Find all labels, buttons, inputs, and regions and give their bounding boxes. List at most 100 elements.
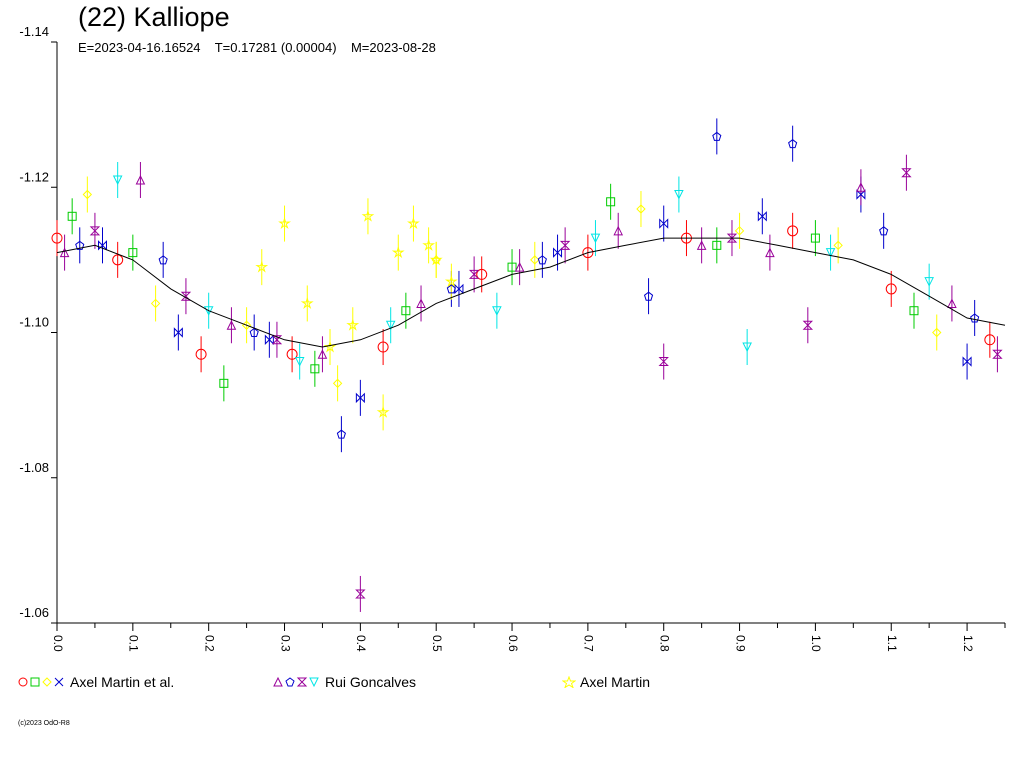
data-points: [51, 131, 1003, 599]
x-tick-label: 1.2: [961, 635, 975, 652]
marker-circle: [582, 247, 594, 259]
marker-hourglass: [468, 269, 480, 279]
x-tick-label: 0.9: [733, 635, 747, 652]
fit-curve: [56, 237, 1006, 348]
marker-square: [909, 306, 919, 316]
marker-triangle: [765, 247, 775, 258]
marker-bowtie: [355, 392, 365, 404]
marker-circle: [286, 348, 298, 360]
marker-pentagon: [158, 255, 168, 265]
marker-star: [407, 216, 420, 229]
marker-triangle: [135, 174, 146, 185]
series-axel-martin: [255, 209, 458, 418]
x-tick-label: 0.4: [354, 635, 368, 652]
marker-star: [255, 260, 269, 273]
marker-bowtie: [962, 356, 972, 367]
x-tick-label: 1.0: [809, 635, 823, 652]
marker-square: [310, 364, 320, 374]
marker-tri-down: [825, 248, 836, 258]
marker-tri-down: [742, 342, 752, 353]
x-tick-label: 1.1: [885, 635, 899, 652]
marker-star: [444, 274, 458, 288]
legend-label: Axel Martin et al.: [70, 674, 175, 690]
marker-diamond: [82, 189, 93, 200]
marker-star: [391, 245, 405, 259]
marker-tri-down: [590, 233, 601, 244]
axes: -1.14 -1.12 -1.10 -1.08 -1.06 0.0 0.1 0.2 0.3 0.4…: [19, 24, 1006, 652]
series-rui-goncalves: [59, 131, 1003, 599]
marker-triangle: [416, 298, 426, 308]
marker-tri-down: [492, 306, 502, 316]
marker-hourglass: [271, 335, 283, 345]
marker-diamond: [636, 204, 646, 214]
marker-triangle: [59, 247, 70, 258]
chart-subtitle: E=2023-04-16.16524 T=0.17281 (0.00004) M…: [78, 40, 436, 55]
marker-tri-down: [203, 306, 214, 316]
marker-tri-down: [385, 320, 396, 331]
marker-tri-down: [294, 357, 305, 367]
x-tick-label: 0.1: [127, 635, 141, 652]
marker-triangle: [856, 182, 866, 192]
marker-tri-down: [674, 190, 684, 200]
marker-diamond: [530, 255, 540, 265]
x-tick-label: 0.8: [658, 635, 672, 652]
marker-pentagon: [446, 284, 456, 294]
marker-star: [346, 318, 360, 331]
marker-hourglass: [355, 589, 366, 599]
marker-pentagon: [249, 327, 259, 337]
marker-diamond: [833, 240, 843, 251]
x-tick-label: 0.5: [430, 635, 444, 652]
marker-star: [300, 296, 314, 309]
marker-square: [67, 211, 77, 221]
marker-star: [422, 238, 436, 251]
fit-curve-line: [56, 237, 1006, 348]
marker-circle: [112, 254, 124, 266]
marker-triangle: [696, 240, 707, 250]
marker-square: [401, 306, 411, 316]
marker-hourglass: [802, 320, 814, 330]
marker-circle: [51, 232, 63, 244]
marker-square: [606, 197, 616, 207]
marker-pentagon: [788, 139, 798, 149]
x-tick-label: 0.2: [203, 635, 217, 652]
marker-pentagon: [336, 429, 346, 439]
legend-item-axel-martin: Axel Martin: [562, 674, 650, 690]
legend-item-axel-martin-et-al: Axel Martin et al.: [18, 674, 174, 690]
marker-pentagon: [879, 226, 889, 236]
marker-pentagon: [75, 240, 85, 250]
marker-tri-down: [112, 175, 123, 186]
marker-circle: [787, 225, 799, 237]
marker-hourglass: [180, 291, 192, 301]
marker-square: [128, 248, 138, 258]
legend-markers-icon: [18, 677, 64, 687]
y-tick-label: -1.14: [19, 24, 49, 39]
y-tick-label: -1.12: [19, 169, 49, 184]
series-axel-martin-et-al-: [51, 189, 996, 404]
marker-star: [376, 405, 390, 418]
lightcurve-plot: -1.14 -1.12 -1.10 -1.08 -1.06 0.0 0.1 0.2 0.3 0.4…: [19, 24, 1006, 652]
marker-triangle: [613, 225, 624, 236]
marker-diamond: [332, 378, 343, 389]
chart-title: (22) Kalliope: [78, 2, 230, 32]
marker-circle: [984, 334, 996, 346]
marker-square: [712, 240, 722, 250]
marker-star: [323, 340, 337, 353]
marker-triangle: [514, 262, 525, 272]
marker-bowtie: [173, 327, 183, 338]
error-bars: [56, 118, 998, 612]
marker-square: [219, 378, 229, 388]
star-icon: [562, 676, 576, 688]
y-tick-label: -1.08: [19, 460, 49, 475]
x-tick-label: 0.7: [582, 635, 596, 652]
x-tick-label: 0.0: [51, 635, 65, 652]
marker-star: [361, 209, 375, 222]
marker-hourglass: [559, 240, 571, 250]
marker-triangle: [226, 320, 237, 330]
marker-tri-down: [924, 277, 934, 287]
y-tick-label: -1.06: [19, 605, 49, 620]
marker-circle: [195, 348, 207, 360]
marker-pentagon: [970, 313, 980, 323]
marker-circle: [377, 341, 389, 353]
copyright-text: (c)2023 OdO-R8: [18, 720, 70, 727]
marker-pentagon: [537, 255, 547, 265]
